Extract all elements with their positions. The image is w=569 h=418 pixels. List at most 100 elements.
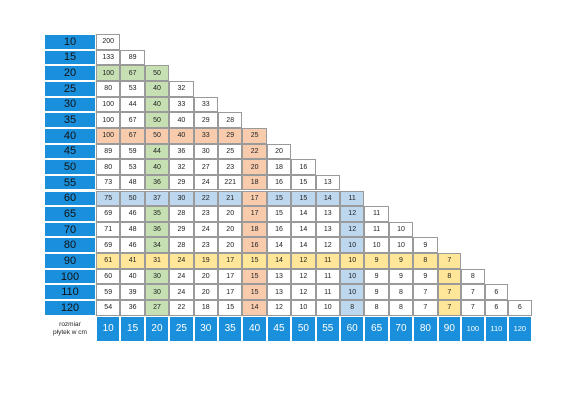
table-cell: 24 (193, 221, 218, 238)
table-cell: 23 (193, 237, 218, 254)
table-cell: 19 (193, 253, 218, 269)
table-cell: 12 (340, 221, 365, 238)
row-header-55: 55 (44, 174, 96, 191)
row-header-25: 25 (44, 80, 96, 97)
table-cell: 11 (315, 268, 340, 285)
table-cell: 40 (120, 268, 145, 285)
table-cell: 12 (291, 284, 316, 301)
table-cell: 71 (96, 221, 121, 238)
table-cell: 15 (291, 174, 316, 191)
table-cell: 32 (169, 80, 194, 97)
table-cell: 37 (144, 190, 170, 207)
table-cell: 9 (413, 237, 438, 254)
table-cell: 59 (120, 143, 145, 160)
table-cell: 8 (340, 300, 365, 316)
table-cell: 61 (96, 253, 121, 269)
table-cell: 8 (388, 300, 414, 316)
column-header-90: 90 (437, 315, 462, 342)
table-cell: 9 (388, 253, 414, 269)
table-cell: 9 (364, 284, 389, 301)
table-cell: 221 (218, 174, 243, 191)
table-cell: 30 (144, 268, 170, 285)
table-cell: 100 (96, 112, 121, 128)
table-cell: 59 (96, 284, 121, 301)
table-cell: 39 (120, 284, 145, 301)
table-cell: 15 (266, 190, 292, 207)
table-cell: 18 (266, 159, 292, 175)
row-header-30: 30 (44, 96, 96, 113)
table-cell: 100 (96, 127, 121, 144)
table-cell: 18 (242, 174, 267, 191)
column-header-30: 30 (193, 315, 218, 342)
corner-label-line2: płytek w cm (53, 328, 87, 336)
table-cell: 6 (484, 300, 509, 316)
table-cell: 14 (291, 221, 316, 238)
column-header-20: 20 (144, 315, 170, 342)
table-cell: 34 (144, 237, 170, 254)
table-cell: 36 (169, 143, 194, 160)
table-cell: 7 (461, 284, 485, 301)
table-cell: 10 (388, 237, 414, 254)
table-cell: 27 (193, 159, 218, 175)
table-cell: 46 (120, 206, 145, 222)
table-cell: 9 (364, 253, 389, 269)
table-cell: 20 (242, 159, 267, 175)
table-cell: 11 (340, 190, 365, 207)
table-cell: 73 (96, 174, 121, 191)
table-cell: 23 (218, 159, 243, 175)
column-header-120: 120 (508, 315, 532, 342)
table-cell: 20 (218, 237, 243, 254)
table-cell: 14 (315, 190, 340, 207)
row-header-40: 40 (44, 127, 96, 144)
table-cell: 10 (364, 237, 389, 254)
table-cell: 14 (242, 300, 267, 316)
table-cell: 10 (315, 300, 340, 316)
column-header-65: 65 (364, 315, 389, 342)
table-cell: 13 (315, 174, 340, 191)
table-cell: 24 (169, 284, 194, 301)
table-cell: 75 (96, 190, 121, 207)
corner-label-line1: rozmiar (59, 320, 81, 328)
table-cell: 30 (193, 143, 218, 160)
table-cell: 28 (218, 112, 243, 128)
row-header-70: 70 (44, 221, 96, 238)
column-header-40: 40 (242, 315, 267, 342)
table-cell: 7 (413, 284, 438, 301)
table-cell: 89 (120, 49, 145, 66)
table-cell: 13 (315, 206, 340, 222)
table-cell: 24 (193, 174, 218, 191)
table-cell: 11 (364, 221, 389, 238)
table-cell: 36 (144, 221, 170, 238)
row-header-50: 50 (44, 159, 96, 175)
row-header-45: 45 (44, 143, 96, 160)
table-cell: 17 (218, 268, 243, 285)
column-header-60: 60 (340, 315, 365, 342)
column-header-10: 10 (96, 315, 121, 342)
table-cell: 80 (96, 159, 121, 175)
table-cell: 14 (291, 206, 316, 222)
table-cell: 36 (144, 174, 170, 191)
table-cell: 40 (144, 80, 170, 97)
table-cell: 25 (242, 127, 267, 144)
row-header-35: 35 (44, 112, 96, 128)
table-cell: 30 (169, 190, 194, 207)
column-header-110: 110 (484, 315, 509, 342)
table-cell: 12 (315, 237, 340, 254)
table-cell: 48 (120, 174, 145, 191)
table-cell: 13 (266, 268, 292, 285)
table-cell: 16 (266, 174, 292, 191)
table-cell: 100 (96, 96, 121, 113)
table-cell: 33 (193, 127, 218, 144)
table-cell: 29 (169, 174, 194, 191)
table-cell: 15 (266, 206, 292, 222)
table-cell: 15 (291, 190, 316, 207)
table-cell: 15 (218, 300, 243, 316)
table-cell: 29 (193, 112, 218, 128)
table-cell: 8 (413, 253, 438, 269)
table-cell: 89 (96, 143, 121, 160)
table-cell: 8 (364, 300, 389, 316)
table-cell: 9 (388, 268, 414, 285)
table-cell: 35 (144, 206, 170, 222)
table-cell: 53 (120, 80, 145, 97)
table-cell: 10 (340, 237, 365, 254)
